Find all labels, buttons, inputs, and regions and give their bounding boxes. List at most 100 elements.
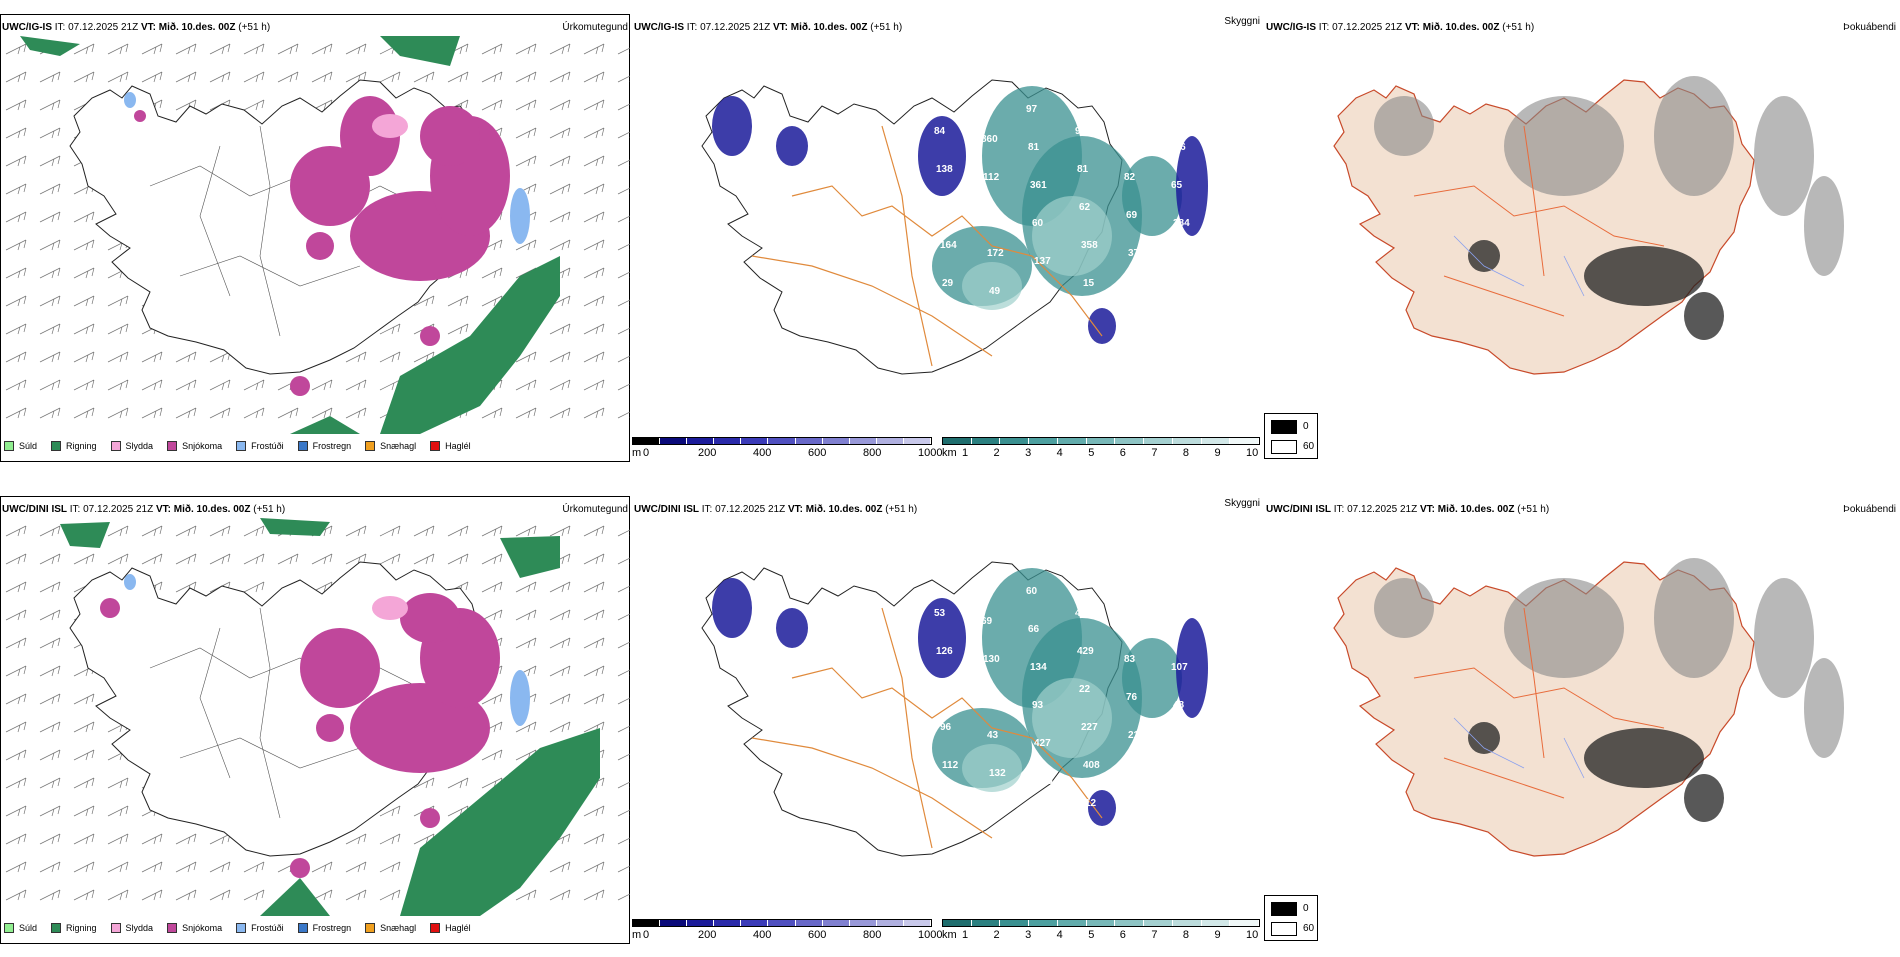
colorbar-tick-label: 8 [1182, 929, 1189, 941]
fog-shade [1754, 578, 1814, 698]
wind-barb [5, 861, 27, 873]
wind-barb [5, 351, 27, 363]
wind-barb [515, 71, 537, 83]
wind-barb [549, 239, 571, 251]
fog-shade [1804, 176, 1844, 276]
colorbar-segment [1172, 920, 1202, 926]
wind-barb [583, 211, 605, 223]
ceiling-value-label: 84 [985, 692, 997, 703]
wind-barb [107, 379, 129, 391]
wind-barb [379, 525, 401, 537]
rain-area [380, 256, 560, 434]
wind-barb [39, 581, 61, 593]
wind-barb [141, 861, 163, 873]
vt-value: Mið. 10.des. 00Z [1422, 22, 1500, 33]
road-network [751, 125, 1103, 367]
wind-barb [413, 71, 435, 83]
legend-item: Snæhagl [365, 441, 416, 451]
ceiling-value-label: 112 [983, 172, 1000, 183]
wind-barb [617, 215, 630, 223]
colorbar-segment [822, 438, 850, 444]
legend-item: Frostúði [236, 441, 284, 451]
wind-barb [73, 553, 95, 565]
wind-barb [73, 693, 95, 705]
legend-label: Rigning [66, 923, 97, 933]
wind-barb [583, 581, 605, 593]
wind-barb [515, 721, 537, 733]
colorbar-segment [660, 920, 688, 926]
colorbar-segment [741, 438, 769, 444]
fog-shade [1804, 658, 1844, 758]
colorbar-segment [1201, 438, 1231, 444]
snow-area [316, 714, 344, 742]
it-value: 07.12.2025 21Z [700, 22, 771, 33]
colorbar-tick-label: 1000 [918, 447, 943, 459]
wind-barb [73, 71, 95, 83]
panel-title: Úrkomutegund [562, 504, 628, 515]
ceiling-value-label: 13 [985, 210, 997, 221]
visibility-area [1032, 196, 1112, 276]
wind-barb [5, 99, 27, 111]
vt-value: Mið. 10.des. 00Z [805, 504, 883, 515]
wind-barb [39, 637, 61, 649]
wind-barb [243, 379, 265, 391]
snow-area [420, 808, 440, 828]
precip-type-panel-bottom: UWC/DINI ISL IT: 07.12.2025 21Z VT: Mið.… [0, 482, 632, 947]
panel-header: UWC/DINI ISL IT: 07.12.2025 21Z VT: Mið.… [2, 502, 628, 518]
wind-barb [583, 183, 605, 195]
wind-barb [5, 581, 27, 593]
it-label: IT: [1333, 504, 1345, 515]
wind-barb [243, 553, 265, 565]
ceiling-value-label: 137 [1034, 256, 1051, 267]
wind-barb [345, 379, 367, 391]
map-frame [0, 14, 630, 462]
wind-barb [583, 323, 605, 335]
colorbar-tick-label: 4 [1056, 447, 1063, 459]
wind-barb [39, 155, 61, 167]
wind-barb [583, 665, 605, 677]
snow-area [290, 376, 310, 396]
lead-time: (+51 h) [1502, 22, 1535, 33]
ceiling-value-label: 22 [1079, 684, 1091, 695]
wind-barb [39, 693, 61, 705]
wind-barb [617, 781, 630, 789]
vt-label: VT: [140, 22, 156, 33]
ceiling-area [1088, 790, 1116, 826]
wind-barb [39, 833, 61, 845]
wind-barb [515, 155, 537, 167]
colorbar-tick-label: 5 [1088, 929, 1095, 941]
wind-barb [583, 267, 605, 279]
road-network [1413, 125, 1665, 317]
wind-barb [447, 71, 469, 83]
fog-dense [1584, 246, 1704, 306]
wind-barb [39, 861, 61, 873]
colorbar-tick-label: 6 [1119, 447, 1126, 459]
fog-dense [1468, 240, 1500, 272]
wind-barb [379, 889, 401, 901]
wind-barb [617, 585, 630, 593]
wind-barb [209, 525, 231, 537]
ceiling-value-label: 56 [979, 578, 991, 589]
colorbar-segment [714, 438, 742, 444]
colorbar-segment [1029, 920, 1058, 926]
wind-barb [617, 299, 630, 307]
colorbar-tick-label: 5 [1088, 447, 1095, 459]
ceiling-value-label: 361 [1030, 180, 1047, 191]
wind-barb [73, 721, 95, 733]
wind-barb [345, 43, 367, 55]
wind-barb [243, 581, 265, 593]
wind-barb [209, 889, 231, 901]
wind-barb [583, 127, 605, 139]
colorbar-segment [660, 438, 688, 444]
fog-key: 0 60 [1264, 895, 1318, 941]
wind-barb [5, 127, 27, 139]
ceiling-value-label: 69 [1126, 210, 1138, 221]
legend-swatch [365, 441, 376, 451]
ceiling-value-label: 136 [1169, 142, 1186, 153]
wind-barb [73, 861, 95, 873]
wind-barb [175, 525, 197, 537]
wind-barb [39, 665, 61, 677]
legend-item: Slydda [110, 441, 153, 451]
colorbar-segment [876, 920, 904, 926]
wind-barb [277, 553, 299, 565]
